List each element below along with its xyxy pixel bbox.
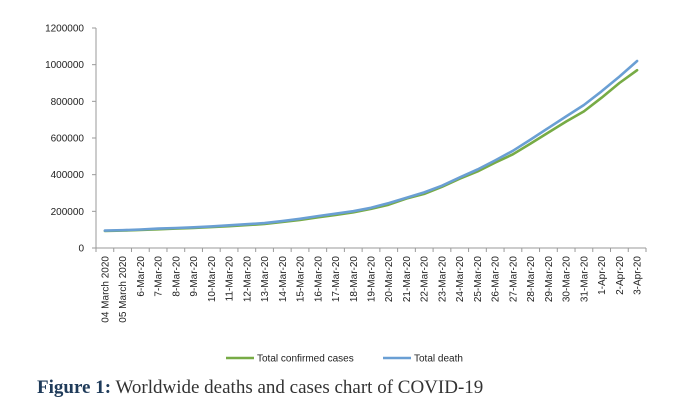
x-tick-label: 14-Mar-20 [278, 256, 289, 303]
data-point [565, 115, 567, 117]
figure-caption: Figure 1: Worldwide deaths and cases cha… [37, 377, 483, 399]
data-point [388, 202, 390, 204]
x-tick-label: 04 March 2020 [100, 256, 111, 323]
x-tick-label: 9-Mar-20 [189, 256, 200, 297]
legend: Total confirmed cases Total death [226, 354, 463, 365]
x-tick-label: 24-Mar-20 [455, 256, 466, 303]
x-tick-label: 28-Mar-20 [526, 256, 537, 303]
x-tick-label: 15-Mar-20 [296, 256, 307, 303]
data-point [334, 213, 337, 215]
x-tick-label: 17-Mar-20 [331, 256, 342, 303]
data-point [175, 227, 177, 229]
data-point [512, 153, 514, 155]
x-tick-label: 31-Mar-20 [579, 256, 590, 303]
x-tick-label: 3-Apr-20 [633, 256, 644, 295]
data-point [228, 224, 230, 226]
data-point [210, 225, 212, 227]
x-tick-label: 1-Apr-20 [597, 256, 608, 295]
x-tick-label: 12-Mar-20 [242, 256, 253, 303]
data-point [423, 191, 425, 194]
data-point [494, 159, 496, 161]
data-point [317, 215, 319, 217]
data-point [192, 226, 195, 228]
data-point [157, 227, 159, 230]
x-tick-label: 20-Mar-20 [384, 256, 395, 303]
data-point [299, 218, 301, 220]
x-tick-label: 21-Mar-20 [402, 256, 413, 303]
data-point [459, 176, 461, 179]
x-tick-label: 30-Mar-20 [562, 256, 573, 303]
y-tick-label: 200000 [51, 207, 85, 218]
series-lines [103, 59, 639, 233]
y-tick-label: 1000000 [45, 60, 84, 71]
legend-label: Total death [414, 354, 463, 365]
x-tick-label: 6-Mar-20 [136, 256, 147, 297]
data-point [618, 82, 620, 84]
data-point [263, 222, 266, 224]
y-tick-label: 800000 [51, 97, 85, 108]
data-point [104, 229, 106, 232]
x-tick-label: 27-Mar-20 [508, 256, 519, 303]
x-tick-label: 25-Mar-20 [473, 256, 484, 303]
data-point [618, 75, 620, 78]
figure-caption-label: Figure 1: [37, 377, 112, 398]
x-tick-label: 22-Mar-20 [420, 256, 431, 303]
data-point [405, 197, 408, 199]
data-point [476, 168, 479, 171]
x-tick-label: 19-Mar-20 [367, 256, 378, 303]
y-tick-label: 1200000 [45, 24, 84, 35]
x-tick-label: 26-Mar-20 [491, 256, 502, 303]
data-point [370, 207, 372, 209]
x-tick-label: 23-Mar-20 [437, 256, 448, 303]
data-point [530, 138, 532, 141]
x-tick-label: 7-Mar-20 [154, 256, 165, 297]
data-point [352, 210, 354, 212]
data-point [512, 150, 514, 152]
y-tick-label: 600000 [51, 134, 85, 145]
data-point [281, 220, 283, 222]
data-point [441, 185, 443, 187]
data-point [547, 131, 550, 134]
data-point [601, 97, 603, 99]
data-point [139, 228, 141, 231]
data-point [530, 142, 532, 145]
data-point [601, 90, 603, 92]
data-point [122, 229, 124, 231]
data-point [246, 223, 248, 225]
x-tick-label: 10-Mar-20 [207, 256, 218, 303]
data-point [547, 127, 550, 129]
x-tick-label: 2-Apr-20 [615, 256, 626, 295]
x-tick-label: 29-Mar-20 [544, 256, 555, 303]
x-tick-label: 18-Mar-20 [349, 256, 360, 303]
data-point [583, 110, 585, 113]
data-point [636, 69, 638, 71]
data-point [583, 104, 585, 106]
x-tick-label: 8-Mar-20 [171, 256, 182, 297]
y-tick-label: 400000 [51, 170, 85, 181]
x-tick-label: 11-Mar-20 [225, 256, 236, 302]
data-point [636, 60, 638, 62]
x-tick-label: 16-Mar-20 [313, 256, 324, 303]
series-line-total-death [103, 59, 639, 232]
y-axis-tick-labels: 0 200000 400000 600000 800000 1000000 1200000 [45, 24, 96, 255]
legend-label: Total confirmed cases [257, 354, 354, 365]
data-point [565, 120, 567, 123]
x-tick-label: 13-Mar-20 [260, 256, 271, 303]
data-point [494, 161, 496, 164]
y-tick-label: 0 [78, 244, 84, 255]
x-tick-label: 05 March 2020 [118, 256, 129, 323]
x-axis-tick-labels: 04 March 2020 05 March 2020 6-Mar-20 7-Mar-… [95, 248, 647, 323]
figure-caption-text: Worldwide deaths and cases chart of COVI… [111, 377, 484, 398]
